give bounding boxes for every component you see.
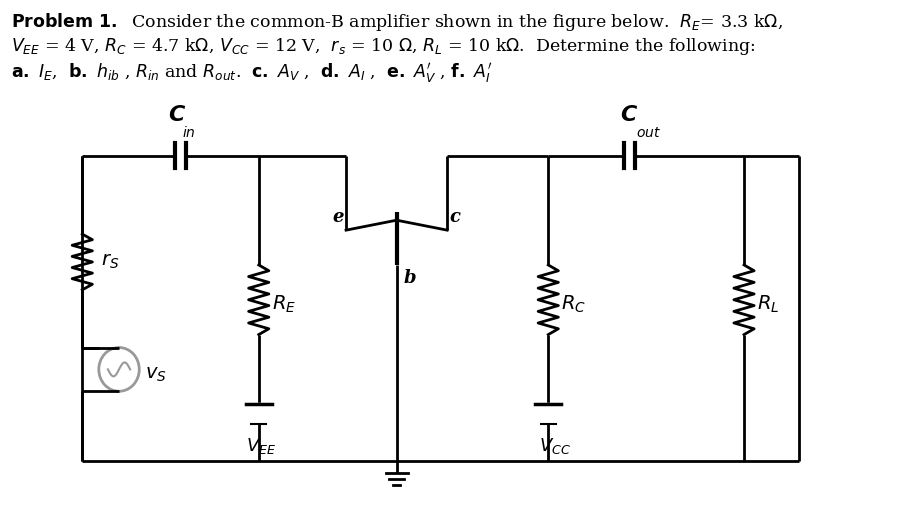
- Text: b: b: [404, 269, 417, 287]
- Text: c: c: [449, 208, 460, 226]
- Text: $V_{EE}$ = 4 V, $R_C$ = 4.7 k$\Omega$, $V_{CC}$ = 12 V,  $r_s$ = 10 $\Omega$, $R: $V_{EE}$ = 4 V, $R_C$ = 4.7 k$\Omega$, $…: [11, 36, 755, 57]
- Text: $\mathit{in}$: $\mathit{in}$: [183, 124, 197, 140]
- Text: $\mathit{out}$: $\mathit{out}$: [636, 125, 662, 140]
- Text: $R_L$: $R_L$: [757, 294, 780, 316]
- Text: $\mathit{r}_{\mathit{S}}$: $\mathit{r}_{\mathit{S}}$: [101, 253, 119, 271]
- Text: $V_{CC}$: $V_{CC}$: [539, 436, 571, 456]
- Text: $\mathit{v}_{\mathit{S}}$: $\mathit{v}_{\mathit{S}}$: [144, 365, 166, 383]
- Text: $V_{EE}$: $V_{EE}$: [246, 436, 276, 456]
- Text: $R_C$: $R_C$: [561, 294, 586, 316]
- Text: $\mathbf{a.}$ $I_E$,  $\mathbf{b.}$ $h_{ib}$ , $R_{in}$ and $R_{out}$.  $\mathbf: $\mathbf{a.}$ $I_E$, $\mathbf{b.}$ $h_{i…: [11, 61, 492, 85]
- Text: $\mathbf{Problem\ 1.}$  Consider the common-B amplifier shown in the figure belo: $\mathbf{Problem\ 1.}$ Consider the comm…: [11, 11, 782, 33]
- Text: e: e: [333, 208, 345, 226]
- Text: $\boldsymbol{C}$: $\boldsymbol{C}$: [620, 104, 638, 126]
- Text: $R_E$: $R_E$: [271, 294, 296, 316]
- Text: $\boldsymbol{C}$: $\boldsymbol{C}$: [168, 104, 186, 126]
